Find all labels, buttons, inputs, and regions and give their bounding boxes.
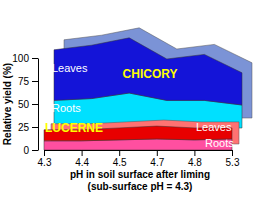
x-tick-mark — [119, 150, 120, 156]
chart-container: Roots Leaves CHICORY Roots Leaves LUCERNE 0 25 5… — [0, 0, 277, 197]
y-axis-title: Relative yield (%) — [2, 63, 13, 145]
x-tick-label: 4.3 — [38, 157, 52, 168]
x-axis: 4.3 4.4 4.5 4.7 4.8 5.3 — [38, 150, 240, 168]
x-axis-title: pH in soil surface after liming — [70, 169, 210, 180]
x-tick: 4.5 — [113, 150, 127, 168]
y-axis: 0 25 50 75 100 — [12, 53, 38, 156]
y-tick: 75 — [18, 76, 38, 87]
x-axis-title: (sub-surface pH = 4.3) — [88, 181, 193, 192]
x-tick: 4.8 — [188, 150, 202, 168]
chart-svg: Roots Leaves CHICORY Roots Leaves LUCERNE 0 25 5… — [0, 0, 277, 197]
y-tick-label: 50 — [18, 99, 30, 110]
x-tick-label: 5.3 — [226, 157, 240, 168]
y-tick-label: 100 — [12, 53, 29, 64]
y-tick-mark — [32, 58, 38, 59]
x-tick-mark — [157, 150, 158, 156]
y-tick-label: 0 — [23, 145, 29, 156]
y-tick: 25 — [18, 122, 38, 133]
series-label: Leaves — [196, 121, 232, 133]
x-tick-label: 4.7 — [150, 157, 164, 168]
y-axis-line — [38, 59, 39, 151]
series-label: Leaves — [52, 62, 88, 74]
y-tick: 50 — [18, 99, 38, 110]
group-label: LUCERNE — [45, 121, 103, 135]
x-tick-mark — [82, 150, 83, 156]
series-label: Roots — [205, 137, 234, 149]
y-tick-mark — [32, 127, 38, 128]
x-axis-line — [45, 150, 233, 151]
group-label: CHICORY — [123, 67, 178, 81]
x-tick: 4.3 — [38, 150, 52, 168]
x-tick: 5.3 — [226, 150, 240, 168]
x-tick-label: 4.8 — [188, 157, 202, 168]
y-tick: 100 — [12, 53, 38, 64]
labels: Roots Leaves CHICORY Roots Leaves LUCERNE — [45, 62, 234, 149]
x-tick: 4.7 — [150, 150, 164, 168]
plot-area — [44, 28, 252, 150]
y-tick-mark — [32, 150, 38, 151]
y-tick-mark — [32, 81, 38, 82]
x-tick-label: 4.4 — [75, 157, 89, 168]
y-tick-label: 75 — [18, 76, 30, 87]
y-tick-label: 25 — [18, 122, 30, 133]
y-tick-mark — [32, 104, 38, 105]
x-tick-mark — [232, 150, 233, 156]
x-tick-mark — [44, 150, 45, 156]
y-tick: 0 — [23, 145, 38, 156]
x-tick-label: 4.5 — [113, 157, 127, 168]
series-label: Roots — [52, 102, 81, 114]
x-tick: 4.4 — [75, 150, 89, 168]
x-tick-mark — [194, 150, 195, 156]
